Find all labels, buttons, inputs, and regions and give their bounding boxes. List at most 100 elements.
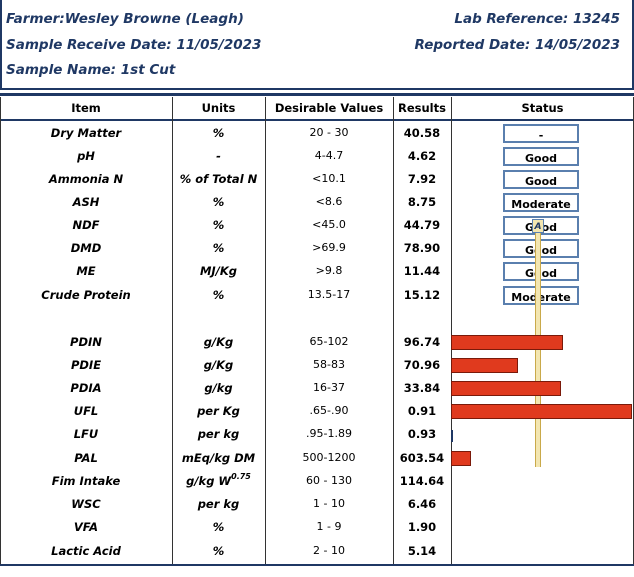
row-desirable: 1 - 9 bbox=[316, 520, 342, 533]
status-bar-chart: A bbox=[451, 217, 634, 467]
row-item: VFA bbox=[73, 520, 99, 534]
sample-receive-date: Sample Receive Date: 11/05/2023 bbox=[6, 37, 262, 53]
header-divider bbox=[0, 119, 634, 121]
column-header-item: Item bbox=[71, 101, 101, 115]
lab-reference: Lab Reference: 13245 bbox=[454, 11, 620, 27]
row-units: g/Kg bbox=[203, 335, 234, 349]
row-result: 114.64 bbox=[399, 474, 445, 488]
grid-line bbox=[172, 97, 173, 564]
row-result: 0.91 bbox=[407, 404, 437, 418]
header-rule bbox=[0, 88, 634, 90]
row-item: NDF bbox=[72, 218, 100, 232]
row-item: Dry Matter bbox=[50, 126, 122, 140]
row-item: Ammonia N bbox=[48, 172, 124, 186]
row-desirable: 13.5-17 bbox=[307, 288, 351, 301]
row-result: 96.74 bbox=[403, 335, 441, 349]
row-item: Lactic Acid bbox=[51, 544, 121, 558]
units-exponent: 0.75 bbox=[231, 472, 251, 481]
row-result: 5.14 bbox=[407, 544, 437, 558]
row-units: per Kg bbox=[197, 404, 240, 418]
table-bottom-rule bbox=[0, 564, 634, 566]
status-badge: Good bbox=[503, 170, 579, 189]
row-units: per kg bbox=[197, 497, 240, 511]
result-bar bbox=[451, 404, 632, 419]
column-header-units: Units bbox=[201, 101, 236, 115]
result-bar bbox=[451, 358, 518, 373]
row-result: 6.46 bbox=[407, 497, 437, 511]
lfu-marker bbox=[451, 430, 453, 442]
row-result: 44.79 bbox=[403, 218, 441, 232]
row-units: % bbox=[212, 218, 225, 232]
farmer-name: Farmer:Wesley Browne (Leagh) bbox=[6, 11, 244, 27]
row-desirable: 4-4.7 bbox=[314, 149, 344, 162]
status-badge: - bbox=[503, 124, 579, 143]
row-result: 4.62 bbox=[407, 149, 437, 163]
row-result: 78.90 bbox=[403, 241, 441, 255]
column-header-desirable: Desirable Values bbox=[274, 101, 384, 115]
row-units: g/Kg bbox=[203, 358, 234, 372]
row-desirable: 58-83 bbox=[313, 358, 345, 371]
row-result: 8.75 bbox=[407, 195, 437, 209]
row-result: 7.92 bbox=[407, 172, 437, 186]
row-units: g/kg bbox=[204, 381, 233, 395]
row-desirable: >9.8 bbox=[315, 264, 343, 277]
result-bar bbox=[451, 381, 561, 396]
status-badge: Good bbox=[503, 147, 579, 166]
row-item: PDIE bbox=[70, 358, 102, 372]
grid-line bbox=[393, 97, 394, 564]
row-item: ME bbox=[76, 264, 96, 278]
row-desirable: 500-1200 bbox=[302, 451, 356, 464]
row-desirable: <45.0 bbox=[312, 218, 346, 231]
result-bar bbox=[451, 451, 471, 466]
sample-name: Sample Name: 1st Cut bbox=[6, 62, 176, 78]
row-result: 1.90 bbox=[407, 520, 437, 534]
row-desirable: 60 - 130 bbox=[306, 474, 352, 487]
status-badge: Good bbox=[503, 262, 579, 281]
row-item: ASH bbox=[72, 195, 100, 209]
status-badge: Moderate bbox=[503, 286, 579, 305]
row-desirable: 1 - 10 bbox=[313, 497, 345, 510]
row-desirable: 20 - 30 bbox=[309, 126, 349, 139]
row-units: - bbox=[216, 149, 221, 163]
row-item: DMD bbox=[70, 241, 102, 255]
column-header-status: Status bbox=[521, 101, 564, 115]
reference-marker: A bbox=[532, 219, 544, 233]
row-result: 0.93 bbox=[407, 427, 437, 441]
row-item: WSC bbox=[71, 497, 101, 511]
row-item: PDIA bbox=[70, 381, 102, 395]
row-desirable: >69.9 bbox=[312, 241, 346, 254]
row-item: PAL bbox=[74, 451, 98, 465]
row-desirable: 16-37 bbox=[313, 381, 345, 394]
grid-line bbox=[451, 97, 452, 564]
row-item: pH bbox=[77, 149, 95, 163]
row-item: PDIN bbox=[70, 335, 102, 349]
grid-line bbox=[265, 97, 266, 564]
row-units: g/kg W0.75 bbox=[172, 471, 265, 491]
row-units: mEq/kg DM bbox=[181, 451, 256, 465]
row-item: LFU bbox=[73, 427, 99, 441]
reported-date: Reported Date: 14/05/2023 bbox=[414, 37, 620, 53]
row-result: 70.96 bbox=[403, 358, 441, 372]
row-result: 15.12 bbox=[403, 288, 441, 302]
status-badge: Moderate bbox=[503, 193, 579, 212]
row-units: % bbox=[212, 241, 225, 255]
row-item: Fim Intake bbox=[51, 474, 121, 488]
row-desirable: 65-102 bbox=[309, 335, 349, 348]
row-desirable: 2 - 10 bbox=[313, 544, 345, 557]
row-units: % bbox=[212, 520, 225, 534]
row-units: % bbox=[212, 544, 225, 558]
report-header: Farmer:Wesley Browne (Leagh) Lab Referen… bbox=[0, 0, 634, 88]
column-header-results: Results bbox=[398, 101, 446, 115]
row-item: Crude Protein bbox=[41, 288, 131, 302]
row-result: 40.58 bbox=[403, 126, 441, 140]
row-result: 603.54 bbox=[399, 451, 445, 465]
result-bar bbox=[451, 335, 563, 350]
row-item: UFL bbox=[73, 404, 99, 418]
row-units: % bbox=[212, 195, 225, 209]
row-units: % bbox=[212, 288, 225, 302]
row-desirable: <8.6 bbox=[315, 195, 343, 208]
row-units: per kg bbox=[197, 427, 240, 441]
row-result: 11.44 bbox=[403, 264, 441, 278]
row-desirable: .65-.90 bbox=[309, 404, 349, 417]
row-desirable: <10.1 bbox=[312, 172, 346, 185]
